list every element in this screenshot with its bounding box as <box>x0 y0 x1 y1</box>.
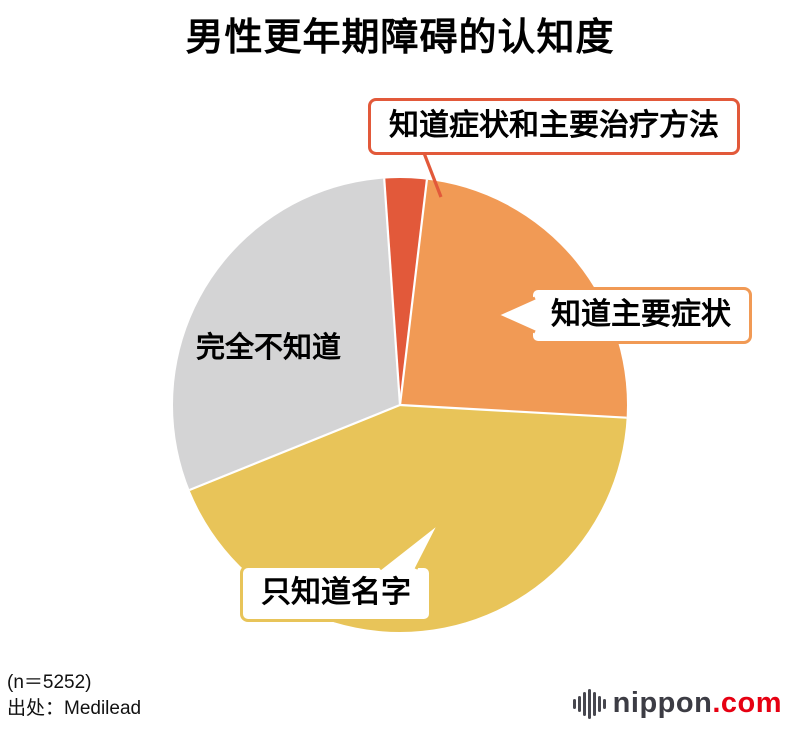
slice-label-dont-know: 完全不知道 <box>196 332 342 364</box>
logo-nippon: nippon <box>612 687 713 719</box>
sample-size: (n＝5252) <box>7 671 92 693</box>
callout-only-know-name: 只知道名字 <box>240 565 432 622</box>
callout-know-main-symptoms: 知道主要症状 <box>530 287 752 344</box>
footnote: (n＝5252) 出处：Medilead <box>7 670 141 723</box>
logo-text: nippon.com <box>613 687 782 720</box>
callout-know-symptoms-and-treatment: 知道症状和主要治疗方法 <box>368 98 740 155</box>
source: 出处：Medilead <box>7 698 142 720</box>
chart-title: 男性更年期障碍的认知度 <box>185 17 615 59</box>
nippon-logo: nippon.com <box>572 687 782 720</box>
logo-com: .com <box>712 687 782 719</box>
soundbar-icon <box>572 688 606 719</box>
callout-text: 知道症状和主要治疗方法 <box>389 109 719 142</box>
callout-text: 知道主要症状 <box>551 298 731 331</box>
callout-text: 只知道名字 <box>261 576 411 609</box>
pie-chart <box>173 178 627 632</box>
